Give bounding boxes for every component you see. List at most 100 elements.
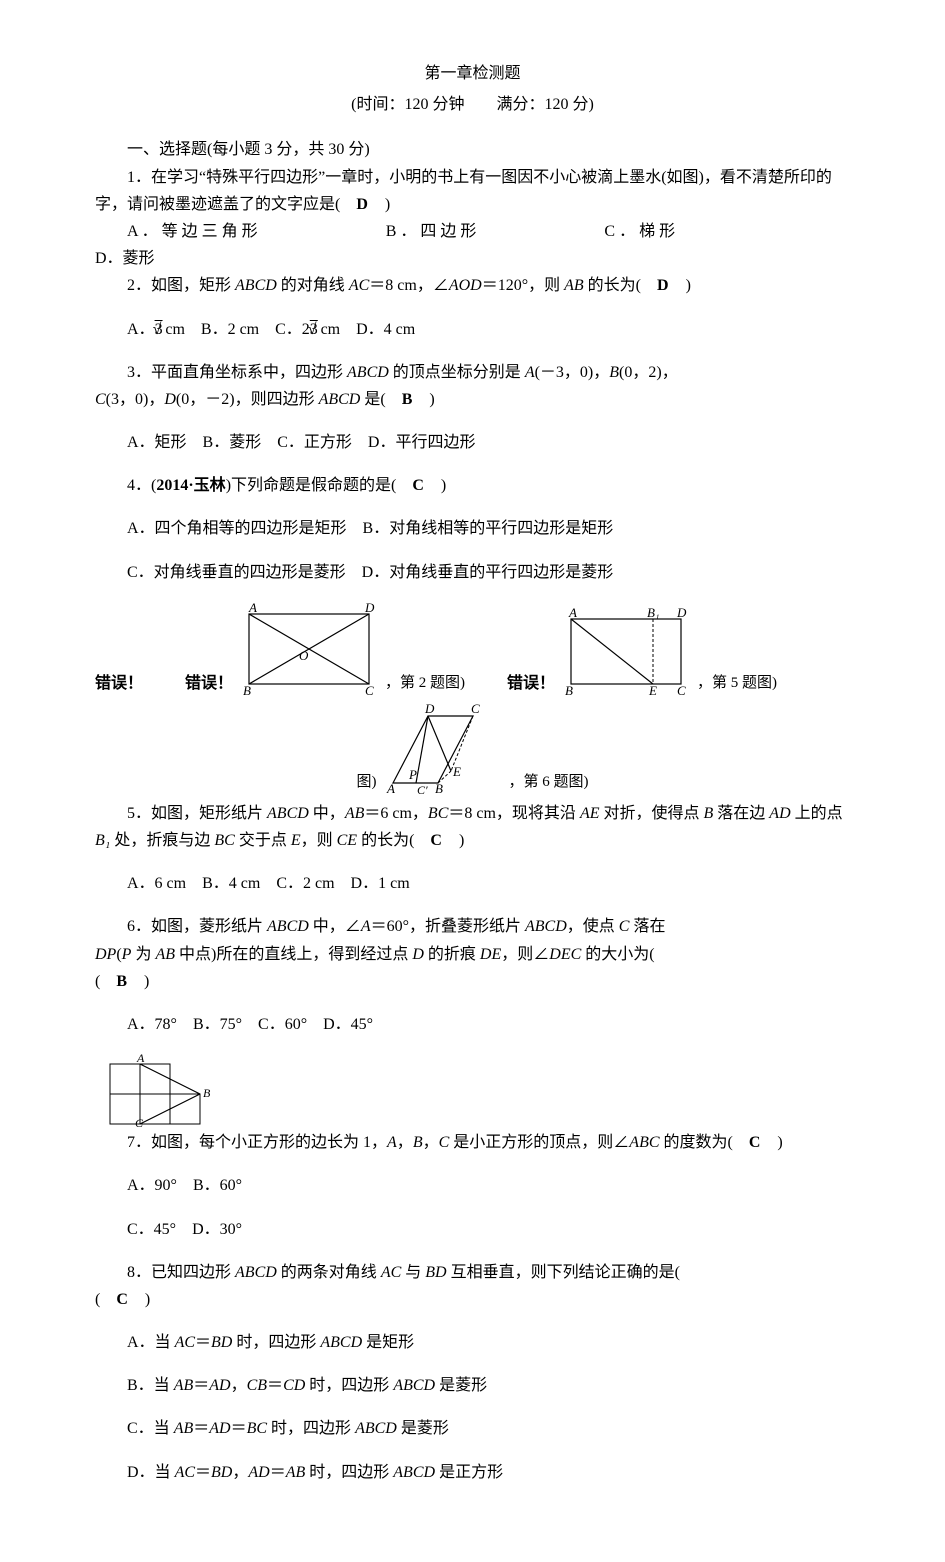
q5-abcd: ABCD (267, 805, 309, 822)
q8D4: ＝ (270, 1464, 286, 1481)
q6-c: C (619, 918, 630, 935)
q5-t10: ，则 (301, 832, 337, 849)
q8Bad: AD (209, 1377, 230, 1394)
q5-t6: 落在边 (713, 805, 769, 822)
q6-options: A．78° B．75° C．60° D．45° (95, 1011, 850, 1038)
figure-row-1: 错误！ 错误！ A D B C O ，第 2 题图) 错误！ A B₁ D B … (95, 602, 850, 697)
q6-dec: DEC (549, 946, 581, 963)
q3-abcd: ABCD (347, 364, 389, 381)
q2-abcd: ABCD (235, 277, 277, 294)
page-subtitle: (时间：120 分钟 满分：120 分) (95, 91, 850, 118)
figure-q6: D C A B P E C′ (383, 701, 503, 796)
q6-abcd2: ABCD (525, 918, 567, 935)
q7: 7．如图，每个小正方形的边长为 1，A，B，C 是小正方形的顶点，则∠ABC 的… (95, 1129, 850, 1156)
q8B2: ＝ (193, 1377, 209, 1394)
q6-t10: ，则∠ (501, 946, 549, 963)
q3-t6: (0，－2)，则四边形 (176, 391, 319, 408)
fig5-caption-close: 图) (357, 770, 377, 796)
fig6-C: C (471, 701, 480, 716)
q8-abcd: ABCD (235, 1264, 277, 1281)
q3-options: A．矩形 B．菱形 C．正方形 D．平行四边形 (95, 429, 850, 456)
figure-q7-wrap: A B C (95, 1054, 850, 1129)
q4-optsCD: C．对角线垂直的四边形是菱形 D．对角线垂直的平行四边形是菱形 (95, 559, 850, 586)
q6-de: DE (480, 946, 501, 963)
fig5-A: A (568, 607, 577, 620)
q4: 4．(2014·玉林)下列命题是假命题的是( C ) (95, 472, 850, 499)
figure-row-2: 图) D C A B P E C′ ，第 6 题图) (95, 701, 850, 796)
q5-b1: B₁ (95, 832, 110, 849)
q8D3: ， (232, 1464, 248, 1481)
q2-t3: ＝8 cm，∠ (369, 277, 449, 294)
fig5-E: E (648, 683, 657, 697)
q6-t2: 中，∠ (309, 918, 361, 935)
fig6-B: B (435, 781, 443, 796)
q5-t9: 交于点 (235, 832, 291, 849)
q8-answer: C (116, 1291, 129, 1308)
q3-b: B (609, 364, 619, 381)
q7-abc: ABC (629, 1134, 659, 1151)
q7-optsCD: C．45° D．30° (95, 1216, 850, 1243)
q7-tail: ) (761, 1134, 782, 1151)
q3-line2: (0，2)，C(3，0)，D(0，－2)，则四边形 ABCD 是( B ) (95, 386, 850, 413)
q8D5: 时，四边形 (305, 1464, 393, 1481)
q8Dbd: BD (211, 1464, 232, 1481)
q2-oc: cm D．4 cm (317, 321, 416, 338)
q6-t11: 的大小为( (581, 946, 670, 963)
q8Dab: AB (286, 1464, 306, 1481)
q4-bold: 2014·玉林 (156, 477, 225, 494)
q1-optC: C ． 梯 形 (604, 223, 675, 240)
q5-t11: 的长为( (357, 832, 430, 849)
q6-t3: ＝60°，折叠菱形纸片 (371, 918, 525, 935)
q5-bc2: BC (214, 832, 234, 849)
q8Dabcd: ABCD (393, 1464, 435, 1481)
q7-optsAB: A．90° B．60° (95, 1172, 850, 1199)
q6-t5: 落在 (629, 918, 665, 935)
q3-d: D (164, 391, 176, 408)
q5-answer: C (430, 832, 443, 849)
q7-t3: ， (423, 1134, 439, 1151)
page-title: 第一章检测题 (95, 60, 850, 87)
q7-t5: 的度数为( (660, 1134, 749, 1151)
q8-line2: ( C ) (95, 1286, 850, 1313)
q5-ae: AE (580, 805, 600, 822)
q3: 3．平面直角坐标系中，四边形 ABCD 的顶点坐标分别是 A(－3，0)，B(0… (95, 359, 850, 386)
fig6-Cp: C′ (417, 783, 428, 796)
q8C5: 是菱形 (397, 1420, 449, 1437)
q6-t8: 中点)所在的直线上，得到经过点 (175, 946, 412, 963)
q2-ac: AC (349, 277, 369, 294)
fig2-D: D (364, 602, 375, 615)
q8-optB: B．当 AB＝AD，CB＝CD 时，四边形 ABCD 是菱形 (95, 1372, 850, 1399)
q5-options: A．6 cm B．4 cm C．2 cm D．1 cm (95, 870, 850, 897)
q8B5: 时，四边形 (305, 1377, 393, 1394)
q2-t5: 的长为( (584, 277, 657, 294)
q7-a: A (387, 1134, 397, 1151)
fig5-D: D (676, 607, 687, 620)
figure-q2: A D B C O (239, 602, 379, 697)
q6-d: D (412, 946, 424, 963)
q6-t4: ，使点 (567, 918, 619, 935)
q5-tail: ) (443, 832, 464, 849)
q4-tail: ) (425, 477, 446, 494)
fig7-C: C (135, 1116, 144, 1129)
q8-optC: C．当 AB＝AD＝BC 时，四边形 ABCD 是菱形 (95, 1415, 850, 1442)
q3-t7: 是( (360, 391, 401, 408)
q1-text: 1．在学习“特殊平行四边形”一章时，小明的书上有一图因不小心被滴上墨水(如图)，… (95, 169, 832, 213)
q1-optD: D．菱形 (95, 245, 850, 272)
q8-optD: D．当 AC＝BD，AD＝AB 时，四边形 ABCD 是正方形 (95, 1459, 850, 1486)
q3-t5: (3，0)， (106, 391, 165, 408)
q8Dad: AD (248, 1464, 269, 1481)
q3-t1: 3．平面直角坐标系中，四边形 (127, 364, 347, 381)
q8C4: 时，四边形 (267, 1420, 355, 1437)
q6: 6．如图，菱形纸片 ABCD 中，∠A＝60°，折叠菱形纸片 ABCD，使点 C… (95, 913, 850, 940)
q8B4: ＝ (267, 1377, 283, 1394)
q2-oa: A． (127, 321, 155, 338)
q2: 2．如图，矩形 ABCD 的对角线 AC＝8 cm，∠AOD＝120°，则 AB… (95, 272, 850, 299)
q7-answer: C (749, 1134, 762, 1151)
q6-line2: DP(P 为 AB 中点)所在的直线上，得到经过点 D 的折痕 DE，则∠DEC… (95, 941, 850, 968)
q5-t4: ＝8 cm，现将其沿 (448, 805, 580, 822)
figure-q5: A B₁ D B E C (561, 607, 691, 697)
error-label-2: 错误！ (185, 670, 233, 697)
q2-t2: 的对角线 (277, 277, 349, 294)
q8-bd: BD (425, 1264, 446, 1281)
q7-b: B (413, 1134, 423, 1151)
